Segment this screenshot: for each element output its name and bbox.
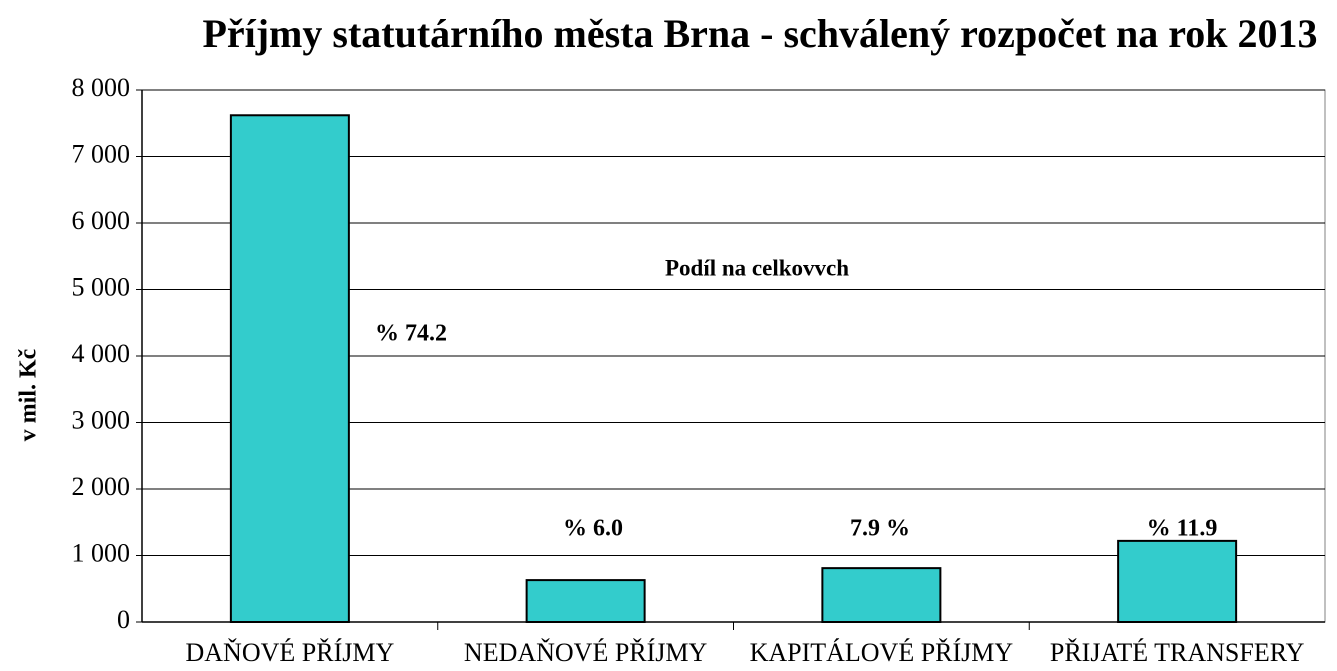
y-tick-label: 5 000 xyxy=(72,272,131,301)
y-tick-label: 0 xyxy=(117,605,130,634)
y-tick-label: 2 000 xyxy=(72,472,131,501)
bar xyxy=(821,567,942,624)
y-tick-label: 8 000 xyxy=(72,73,131,102)
bar xyxy=(229,114,350,624)
share-label: % 74.2 xyxy=(375,321,447,347)
y-axis-label: v mil. Kč xyxy=(16,348,42,441)
y-tick-label: 4 000 xyxy=(72,339,131,368)
x-tick-label: DAŇOVÉ PŘÍJMY xyxy=(186,638,395,667)
share-label: 7.9 % xyxy=(850,516,910,542)
chart-title: Příjmy statutárního města Brna - schvále… xyxy=(202,11,1318,56)
x-tick-label: NEDAŇOVÉ PŘÍJMY xyxy=(464,638,708,667)
annotation: Podíl na celkovvch xyxy=(665,255,849,280)
y-tick-label: 7 000 xyxy=(72,139,131,168)
share-label: % 11.9 xyxy=(1147,516,1218,542)
x-tick-label: KAPITÁLOVÉ PŘÍJMY xyxy=(750,638,1014,667)
y-tick-label: 1 000 xyxy=(72,538,131,567)
bar xyxy=(1117,539,1238,623)
y-tick-label: 3 000 xyxy=(72,405,131,434)
bar xyxy=(525,579,646,623)
x-tick-label: PŘIJATÉ TRANSFERY xyxy=(1050,638,1305,667)
y-tick-label: 6 000 xyxy=(72,206,131,235)
share-label: % 6.0 xyxy=(563,516,623,542)
